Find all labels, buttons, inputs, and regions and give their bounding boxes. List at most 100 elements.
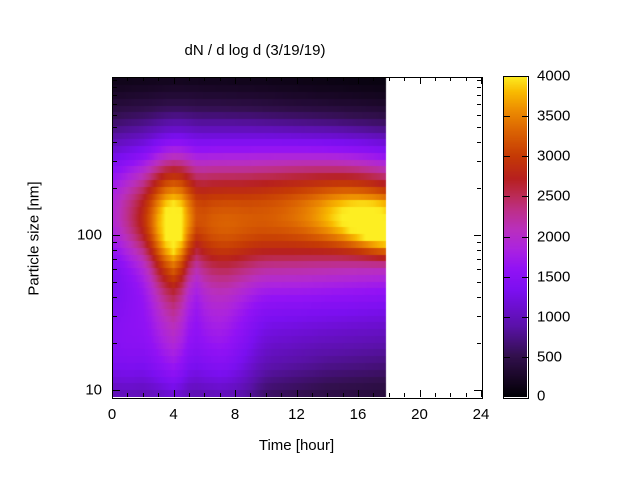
colorbar-tick [504, 236, 510, 238]
x-tick-minor [142, 393, 144, 397]
colorbar-tick [504, 356, 510, 358]
x-tick-major [419, 77, 421, 84]
colorbar-tick [504, 196, 510, 198]
x-tick-label: 24 [472, 406, 490, 423]
colorbar-tick-label: 1500 [537, 268, 571, 286]
x-tick-major [296, 77, 298, 84]
x-tick-minor [404, 393, 406, 397]
x-tick-minor [465, 77, 467, 81]
x-tick-minor [250, 393, 252, 397]
x-tick-minor [265, 393, 267, 397]
y-tick-minor [477, 126, 481, 128]
y-tick-minor [477, 269, 481, 271]
x-tick-minor [219, 393, 221, 397]
x-tick-major [173, 77, 175, 84]
x-tick-minor [158, 393, 160, 397]
colorbar-tick-label: 1000 [537, 308, 571, 326]
x-tick-minor [404, 77, 406, 81]
colorbar: 0 500 1000 1500 2000 2500 3000 3500 4000 [503, 68, 623, 405]
x-tick-minor [342, 393, 344, 397]
y-tick-major [113, 389, 120, 391]
x-tick-major [419, 390, 421, 397]
y-tick-minor [477, 87, 481, 89]
colorbar-tick [522, 156, 528, 158]
x-tick-minor [342, 77, 344, 81]
colorbar-tick-label: 4000 [537, 67, 571, 85]
y-tick-minor [113, 281, 117, 283]
colorbar-tick [522, 116, 528, 118]
y-tick-minor [477, 95, 481, 97]
x-tick-major [358, 390, 359, 397]
y-tick-minor [477, 316, 481, 318]
x-tick-major [235, 77, 236, 84]
y-tick-major [113, 235, 120, 237]
y-tick-minor [113, 161, 117, 163]
y-tick-minor [113, 250, 117, 252]
colorbar-tick [522, 276, 528, 278]
y-tick-minor [477, 161, 481, 163]
y-tick-minor [477, 188, 481, 190]
y-tick-minor [113, 126, 117, 128]
y-tick-minor [477, 141, 481, 143]
y-tick-minor [477, 114, 481, 116]
x-tick-major [481, 77, 482, 84]
x-tick-major [481, 390, 482, 397]
y-axis-label: Particle size [nm] [25, 181, 43, 296]
x-tick-major [112, 77, 113, 84]
colorbar-tick [522, 196, 528, 198]
y-tick-minor [113, 269, 117, 271]
x-tick-minor [250, 77, 252, 81]
x-tick-minor [281, 77, 283, 81]
colorbar-tick [522, 316, 528, 318]
y-tick-major [474, 389, 481, 391]
x-tick-minor [450, 393, 452, 397]
plot-title: dN / d log d (3/19/19) [184, 42, 326, 59]
y-tick-minor [113, 80, 117, 82]
y-tick-minor [477, 296, 481, 298]
colorbar-tick [504, 156, 510, 158]
x-tick-major [112, 390, 113, 397]
x-tick-major [358, 77, 359, 84]
x-tick-label: 0 [107, 406, 117, 423]
plot-area [112, 77, 483, 399]
y-axis-tick-labels: 10 100 [50, 0, 102, 480]
colorbar-tick [522, 356, 528, 358]
x-tick-label: 4 [169, 406, 178, 423]
x-tick-minor [373, 77, 375, 81]
x-tick-label: 12 [288, 406, 305, 423]
x-tick-minor [434, 77, 436, 81]
y-tick-minor [113, 242, 117, 244]
y-tick-minor [477, 343, 481, 345]
colorbar-tick-label: 2500 [537, 187, 571, 205]
x-tick-minor [281, 393, 283, 397]
y-tick-minor [113, 95, 117, 97]
x-tick-minor [204, 77, 206, 81]
y-tick-minor [477, 259, 481, 261]
y-tick-minor [477, 250, 481, 252]
y-tick-label: 10 [85, 381, 102, 399]
colorbar-tick-label: 3000 [537, 147, 571, 165]
colorbar-tick [504, 276, 510, 278]
y-tick-minor [113, 104, 117, 106]
y-tick-minor [477, 281, 481, 283]
x-tick-minor [450, 77, 452, 81]
y-tick-major [474, 235, 481, 237]
x-tick-minor [311, 77, 313, 81]
y-tick-minor [113, 343, 117, 345]
x-tick-minor [188, 77, 190, 81]
x-tick-major [235, 390, 236, 397]
x-tick-minor [434, 393, 436, 397]
x-tick-label: 16 [349, 406, 367, 423]
y-tick-minor [113, 87, 117, 89]
x-tick-minor [127, 77, 129, 81]
x-tick-major [296, 390, 298, 397]
colorbar-tick-label: 500 [537, 348, 563, 366]
x-tick-major [173, 390, 175, 397]
colorbar-tick [504, 116, 510, 118]
x-tick-label: 8 [230, 406, 240, 423]
colorbar-tick [522, 236, 528, 238]
y-tick-minor [477, 104, 481, 106]
x-tick-minor [127, 393, 129, 397]
y-tick-minor [477, 80, 481, 82]
